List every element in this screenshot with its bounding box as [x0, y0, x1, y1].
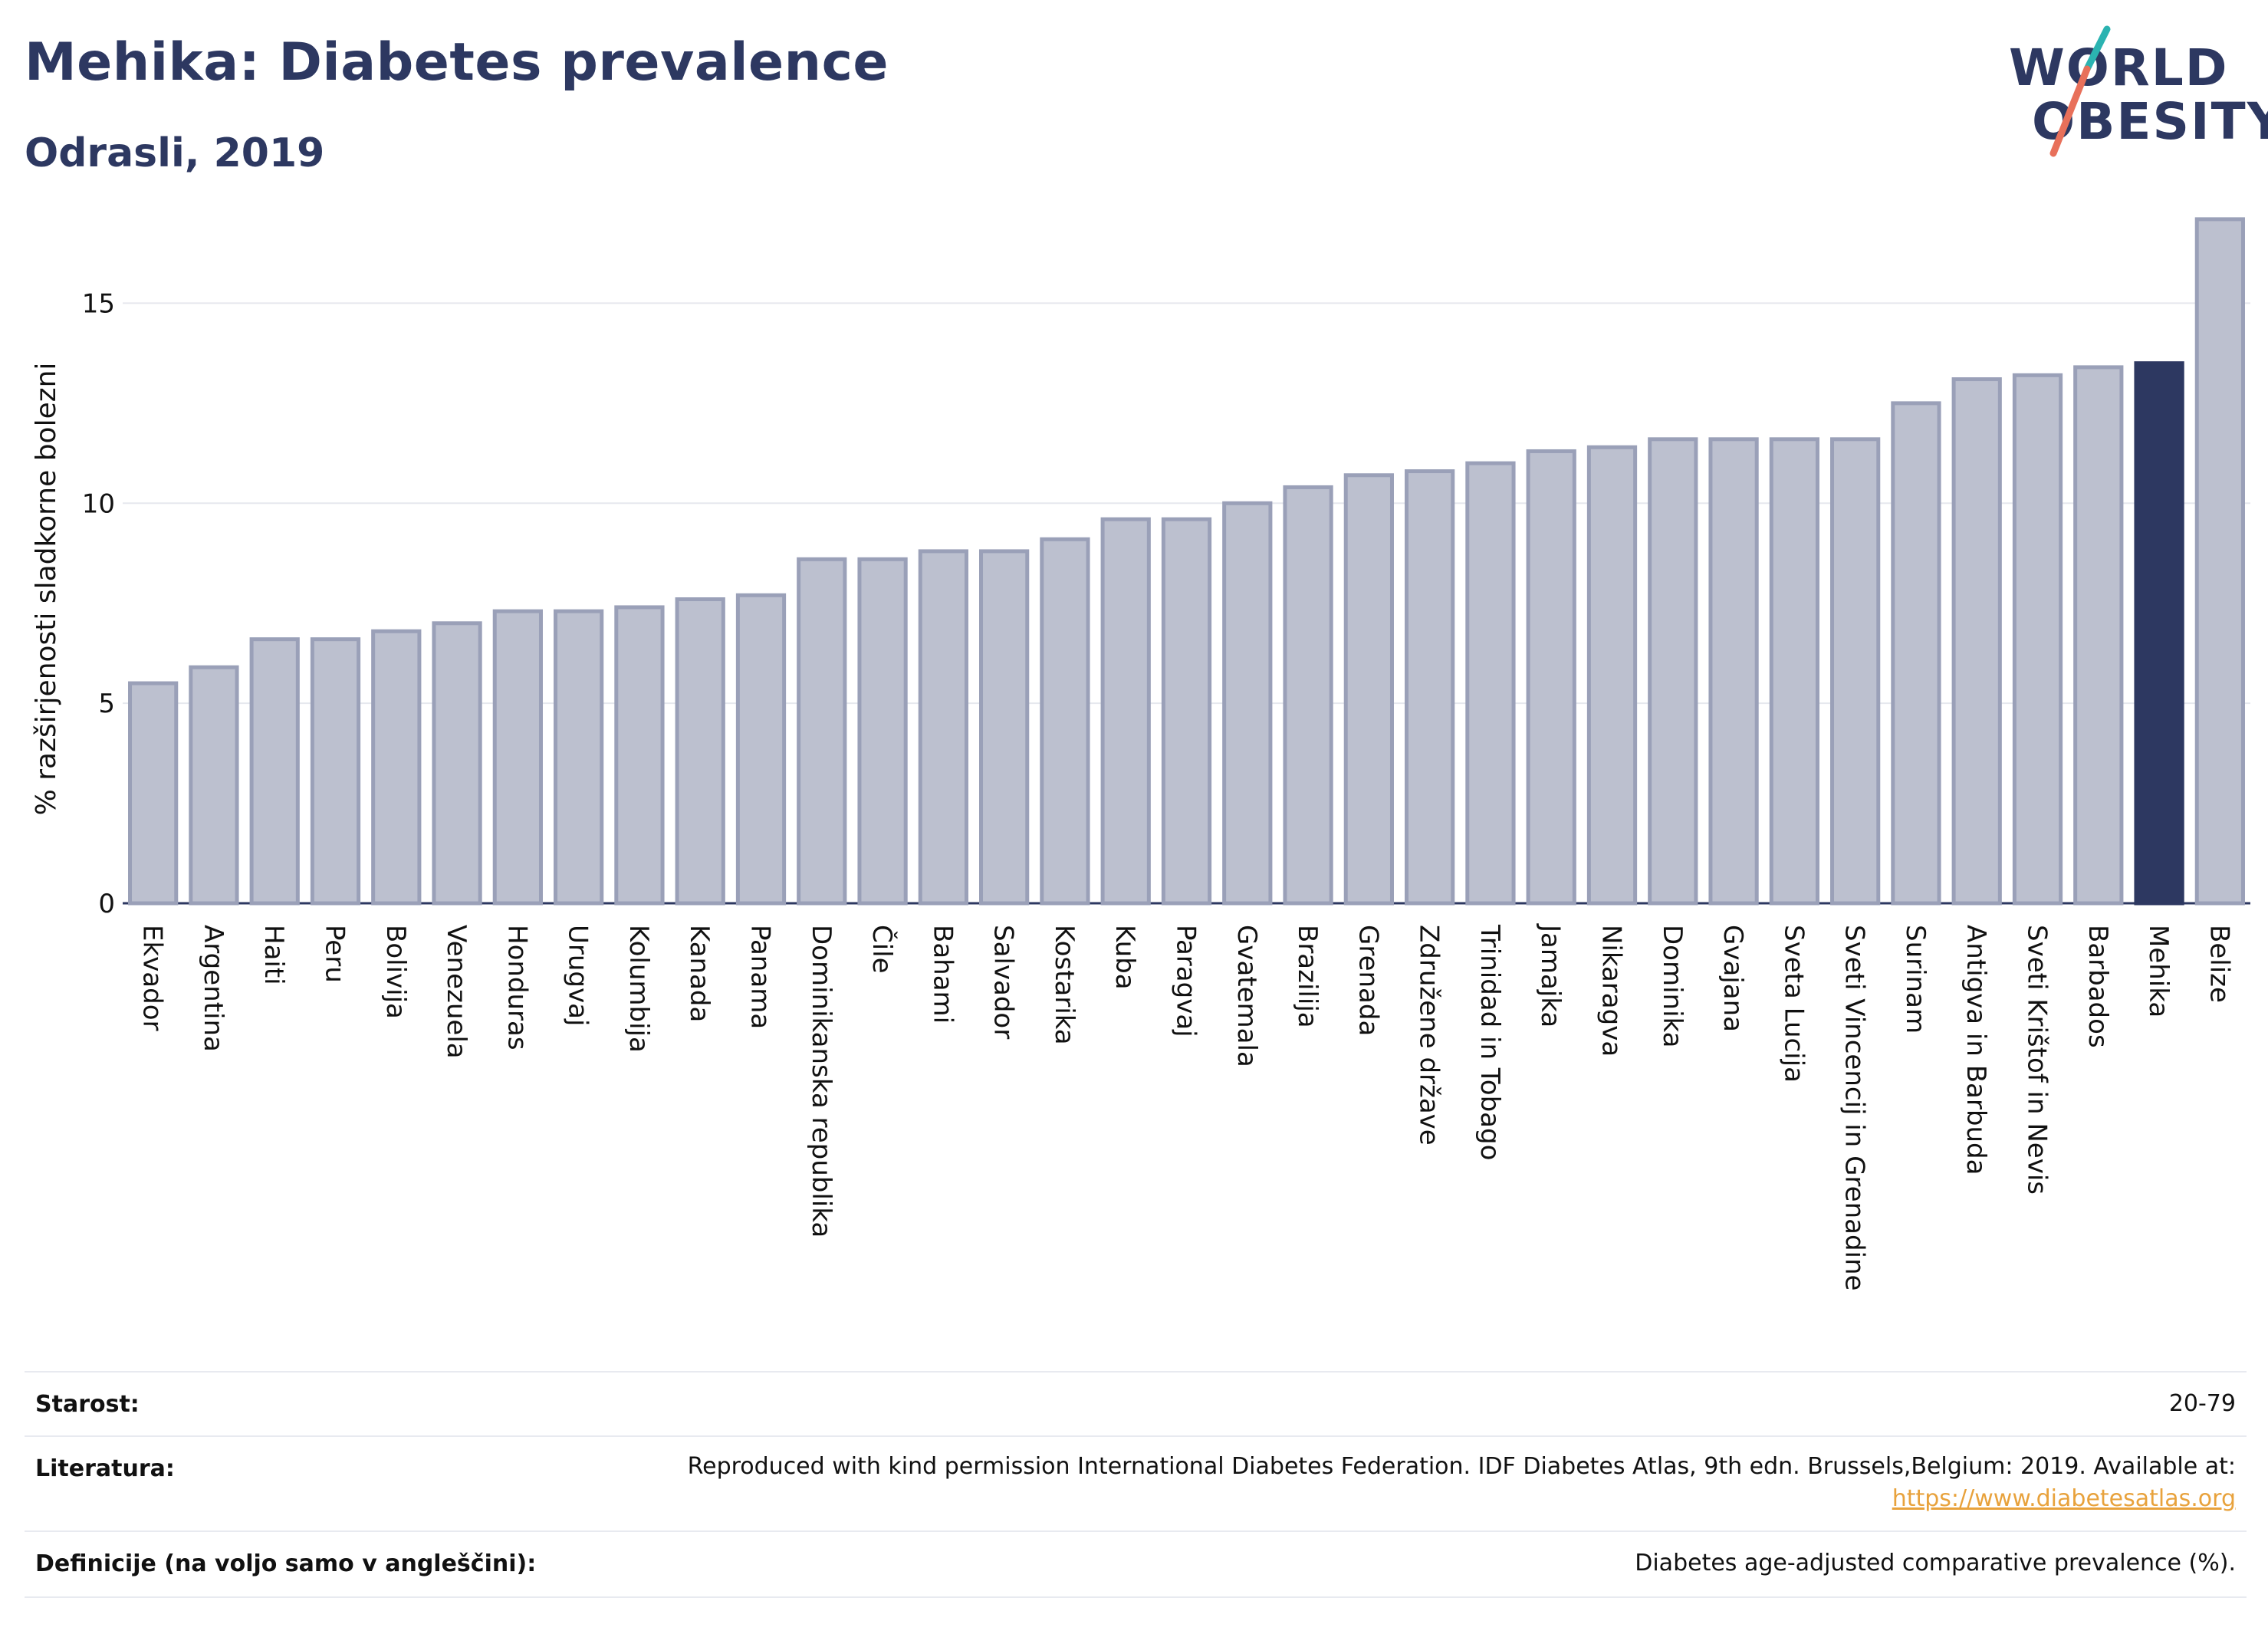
- bar-belize[interactable]: [2194, 217, 2245, 906]
- bar-sveta-lucija[interactable]: [1769, 437, 1819, 906]
- x-tick-label: Argentina: [198, 925, 228, 1052]
- definitions-value: Diabetes age-adjusted comparative preval…: [1635, 1550, 2236, 1576]
- bar-bahami[interactable]: [918, 549, 968, 906]
- bars: [128, 217, 2245, 906]
- bar-sveti-krištof-in-nevis[interactable]: [2012, 373, 2063, 906]
- x-tick-label: Brazilija: [1292, 925, 1323, 1028]
- bar-čile[interactable]: [857, 557, 908, 906]
- x-tick-label: Kostarika: [1049, 925, 1080, 1045]
- x-tick-label: Gvajana: [1717, 925, 1748, 1032]
- bar-peru[interactable]: [310, 637, 361, 906]
- bar-chart: 0 5 10 15 Ekvador Argentina Haiti Peru Bolivija…: [31, 217, 2250, 1290]
- meta-row-age: Starost: 20-79: [25, 1371, 2247, 1437]
- bar-brazilija[interactable]: [1283, 485, 1333, 906]
- bar-grenada[interactable]: [1343, 473, 1394, 906]
- bar-haiti[interactable]: [249, 637, 300, 906]
- x-tick-label: Nikaragva: [1596, 925, 1627, 1057]
- x-tick-label: Kolumbija: [623, 925, 654, 1053]
- bar-trinidad-in-tobago[interactable]: [1465, 461, 1516, 906]
- x-tick-label: Barbados: [2082, 925, 2113, 1048]
- x-tick-label: Surinam: [1900, 925, 1931, 1034]
- x-axis-labels: Ekvador Argentina Haiti Peru Bolivija Venezue…: [137, 923, 2235, 1290]
- bar-honduras[interactable]: [492, 609, 543, 906]
- bar-kolumbija[interactable]: [614, 605, 665, 906]
- bar-surinam[interactable]: [1891, 401, 1941, 906]
- x-tick-label: Kanada: [684, 925, 715, 1022]
- x-tick-label: Salvador: [988, 925, 1019, 1039]
- bar-kostarika[interactable]: [1040, 537, 1090, 906]
- meta-row-definitions: Definicije (na voljo samo v angleščini):…: [25, 1530, 2247, 1598]
- bar-jamajka[interactable]: [1526, 449, 1576, 906]
- x-tick-label: Bahami: [927, 925, 958, 1024]
- bar-nikaragva[interactable]: [1586, 445, 1638, 906]
- y-axis-ticks: 0 5 10 15: [82, 288, 115, 919]
- bar-sveti-vincencij-in-grenadine[interactable]: [1830, 437, 1881, 906]
- bar-venezuela[interactable]: [432, 621, 482, 906]
- bar-dominika[interactable]: [1648, 437, 1698, 906]
- x-tick-label: Ekvador: [137, 925, 168, 1031]
- x-tick-label: Grenada: [1353, 925, 1383, 1036]
- bar-kuba[interactable]: [1100, 517, 1151, 906]
- x-tick-label: Paragvaj: [1171, 925, 1201, 1037]
- x-tick-label: Sveti Krištof in Nevis: [2022, 925, 2053, 1195]
- bar-gvatemala[interactable]: [1222, 501, 1273, 906]
- x-tick-label: Trinidad in Tobago: [1474, 924, 1505, 1160]
- x-tick-label: Sveta Lucija: [1778, 925, 1809, 1083]
- definitions-label: Definicije (na voljo samo v angleščini):: [35, 1550, 537, 1577]
- x-tick-label: Haiti: [258, 925, 289, 985]
- x-tick-label: Peru: [320, 925, 350, 983]
- y-tick-label: 0: [98, 889, 115, 919]
- bar-barbados[interactable]: [2073, 365, 2124, 906]
- bar-bolivija[interactable]: [371, 629, 422, 906]
- age-value: 20-79: [2168, 1390, 2236, 1417]
- reference-text: Reproduced with kind permission Internat…: [687, 1453, 2236, 1480]
- bar-ekvador[interactable]: [128, 681, 179, 906]
- bar-argentina[interactable]: [189, 665, 239, 906]
- x-tick-label: Dominikanska republika: [806, 925, 837, 1238]
- x-tick-label: Dominika: [1657, 925, 1688, 1047]
- meta-row-reference: Literatura: Reproduced with kind permiss…: [25, 1435, 2247, 1532]
- x-tick-label: Združene države: [1414, 925, 1445, 1146]
- x-tick-label: Bolivija: [380, 925, 411, 1019]
- bar-antigva-in-barbuda[interactable]: [1951, 377, 2002, 906]
- world-obesity-logo[interactable]: WORLD OBESITY: [1994, 23, 2268, 169]
- x-tick-label: Panama: [745, 925, 776, 1029]
- x-tick-label: Honduras: [501, 925, 532, 1050]
- bar-mehika[interactable]: [2134, 361, 2184, 906]
- y-tick-label: 10: [82, 488, 115, 519]
- logo-line-1: WORLD: [2009, 38, 2229, 97]
- y-axis-label: % razširjenosti sladkorne bolezni: [31, 363, 62, 816]
- x-tick-label: Mehika: [2143, 925, 2174, 1018]
- x-tick-label: Venezuela: [441, 925, 472, 1059]
- x-tick-label: Antigva in Barbuda: [1961, 925, 1991, 1175]
- reference-label: Literatura:: [35, 1455, 175, 1482]
- page-title: Mehika: Diabetes prevalence: [25, 32, 889, 93]
- x-tick-label: Belize: [2204, 925, 2234, 1003]
- age-label: Starost:: [35, 1391, 140, 1418]
- bar-paragvaj[interactable]: [1161, 517, 1212, 906]
- x-tick-label: Urugvaj: [563, 925, 593, 1026]
- bar-panama[interactable]: [735, 593, 787, 906]
- y-tick-label: 15: [82, 288, 115, 319]
- bar-urugvaj[interactable]: [554, 609, 604, 906]
- y-tick-label: 5: [98, 689, 115, 719]
- bar-združene-države[interactable]: [1405, 469, 1455, 906]
- bar-dominikanska-republika[interactable]: [797, 557, 847, 906]
- page-subtitle: Odrasli, 2019: [25, 130, 325, 176]
- x-tick-label: Gvatemala: [1231, 925, 1262, 1067]
- reference-value: Reproduced with kind permission Internat…: [472, 1451, 2236, 1515]
- bar-salvador[interactable]: [979, 549, 1030, 906]
- bar-gvajana[interactable]: [1708, 437, 1759, 906]
- x-tick-label: Jamajka: [1535, 923, 1566, 1027]
- x-tick-label: Čile: [866, 925, 898, 974]
- reference-link[interactable]: https://www.diabetesatlas.org: [1892, 1485, 2236, 1512]
- x-tick-label: Sveti Vincencij in Grenadine: [1839, 925, 1870, 1290]
- logo-slash-icon: [2049, 25, 2111, 157]
- x-tick-label: Kuba: [1109, 925, 1140, 990]
- bar-kanada[interactable]: [675, 597, 725, 906]
